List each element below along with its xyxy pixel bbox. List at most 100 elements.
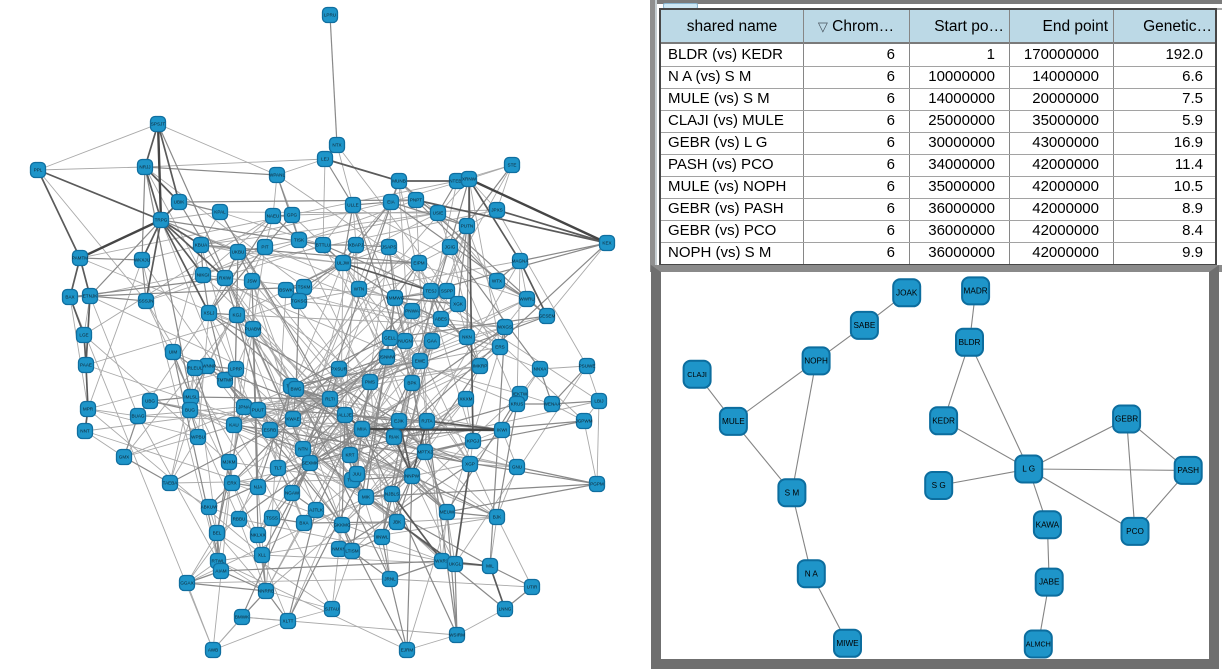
svg-text:ALMCH: ALMCH: [1026, 640, 1051, 649]
svg-text:GMX: GMX: [119, 455, 129, 460]
svg-text:LPRP: LPRP: [230, 367, 242, 372]
svg-text:KAU: KAU: [229, 423, 238, 428]
svg-text:L G: L G: [1022, 465, 1035, 474]
svg-text:USIE: USIE: [433, 211, 444, 216]
svg-text:NTN: NTN: [298, 447, 307, 452]
svg-text:WWNNP: WWNNP: [198, 364, 216, 369]
svg-text:GEBR: GEBR: [1115, 415, 1138, 424]
svg-text:GESEM: GESEM: [539, 314, 556, 319]
svg-text:TGKSG: TGKSG: [291, 299, 308, 304]
svg-text:MIL: MIL: [486, 564, 494, 569]
svg-text:BWG: BWG: [291, 387, 302, 392]
svg-text:ERX: ERX: [227, 481, 236, 486]
svg-text:BXA: BXA: [299, 521, 309, 526]
svg-text:TLT: TLT: [274, 466, 282, 471]
svg-text:NJBLS: NJBLS: [385, 492, 399, 497]
svg-text:KRT: KRT: [345, 453, 354, 458]
svg-text:XRNW: XRNW: [462, 177, 477, 182]
svg-text:NGAW: NGAW: [285, 491, 300, 496]
svg-text:CLAJI: CLAJI: [687, 370, 707, 379]
svg-text:WXRX: WXRX: [435, 559, 449, 564]
svg-text:NNT: NNT: [80, 429, 90, 434]
svg-text:WTX: WTX: [492, 279, 502, 284]
svg-text:LEJ: LEJ: [321, 157, 329, 162]
svg-text:RTWL: RTWL: [212, 559, 225, 564]
svg-text:XBAPJ: XBAPJ: [349, 243, 364, 248]
svg-text:ESRB: ESRB: [264, 428, 277, 433]
svg-text:GELL: GELL: [384, 336, 396, 341]
svg-text:AWB: AWB: [208, 648, 218, 653]
svg-text:BPK: BPK: [407, 381, 417, 386]
svg-text:GPG: GPG: [287, 213, 298, 218]
svg-text:PNPT: PNPT: [410, 198, 422, 203]
svg-text:IEKTW: IEKTW: [513, 392, 528, 397]
svg-text:LPRU: LPRU: [324, 13, 336, 18]
svg-text:JUU: JUU: [353, 472, 362, 477]
svg-text:PCO: PCO: [1126, 527, 1144, 536]
svg-text:PMS: PMS: [365, 380, 375, 385]
svg-text:MPR: MPR: [83, 407, 94, 412]
svg-text:BMWK: BMWK: [235, 615, 250, 620]
svg-text:BEL: BEL: [213, 531, 222, 536]
svg-text:ETNJK: ETNJK: [83, 294, 98, 299]
svg-text:NJA: NJA: [254, 485, 264, 490]
svg-text:SPSJT: SPSJT: [151, 122, 165, 127]
svg-text:JGPWM: JGPWM: [575, 419, 592, 424]
svg-text:UTIR: UTIR: [527, 585, 538, 590]
svg-text:JPNA: JPNA: [238, 405, 251, 410]
svg-text:PASH: PASH: [1177, 466, 1199, 475]
svg-text:BLDR: BLDR: [959, 338, 981, 347]
svg-text:SEXMK: SEXMK: [302, 461, 319, 466]
svg-text:MUNB: MUNB: [392, 179, 406, 184]
svg-text:XKXM: XKXM: [459, 397, 472, 402]
svg-text:JOAK: JOAK: [896, 288, 918, 297]
svg-text:PUTN: PUTN: [461, 224, 474, 229]
svg-text:TSKM: TSKM: [298, 285, 311, 290]
svg-text:N A: N A: [805, 569, 819, 578]
svg-text:NTEBR: NTEBR: [449, 179, 465, 184]
svg-text:ALLJE: ALLJE: [338, 413, 352, 418]
svg-text:EJRM: EJRM: [401, 648, 414, 653]
svg-text:BUG: BUG: [185, 408, 195, 413]
svg-text:JGIG: JGIG: [445, 245, 456, 250]
svg-text:NMXN: NMXN: [332, 547, 346, 552]
svg-text:TRPG: TRPG: [155, 218, 168, 223]
svg-text:NTX: NTX: [332, 143, 341, 148]
svg-text:XGP: XGP: [465, 462, 475, 467]
svg-text:SSSJN: SSSJN: [139, 299, 154, 304]
svg-text:SSPP: SSPP: [441, 289, 453, 294]
svg-text:SJTAU: SJTAU: [325, 607, 339, 612]
svg-text:NNXA: NNXA: [534, 367, 548, 372]
svg-text:MIK: MIK: [362, 495, 371, 500]
svg-text:NNPW: NNPW: [405, 474, 420, 479]
svg-text:KWAE: KWAE: [286, 417, 299, 422]
svg-text:WKXJU: WKXJU: [134, 258, 150, 263]
svg-text:KBUA: KBUA: [195, 243, 208, 248]
svg-text:MEUW: MEUW: [440, 510, 455, 515]
svg-text:UKGL: UKGL: [449, 562, 462, 567]
svg-text:TISK: TISK: [294, 238, 305, 243]
svg-text:JBK: JBK: [393, 520, 402, 525]
svg-text:S G: S G: [932, 481, 946, 490]
svg-text:MJKM: MJKM: [222, 460, 235, 465]
svg-text:GGAX: GGAX: [180, 581, 193, 586]
svg-text:RXIW: RXIW: [219, 276, 232, 281]
svg-text:PIT: PIT: [261, 245, 268, 250]
svg-text:XLL: XLL: [258, 553, 267, 558]
svg-text:EIA: EIA: [387, 200, 395, 205]
svg-text:NUGN: NUGN: [398, 339, 412, 344]
svg-text:RLTI: RLTI: [325, 397, 335, 402]
svg-text:UKBU: UKBU: [232, 250, 245, 255]
svg-text:TSSS: TSSS: [266, 516, 278, 521]
svg-text:MULE: MULE: [722, 417, 745, 426]
svg-text:LGE: LGE: [79, 333, 88, 338]
svg-text:PUUT: PUUT: [252, 408, 265, 413]
svg-text:PSUWE: PSUWE: [579, 364, 596, 369]
svg-text:ULJW: ULJW: [337, 261, 350, 266]
svg-text:ABES: ABES: [435, 317, 447, 322]
svg-text:BUAG: BUAG: [131, 414, 144, 419]
svg-text:BAX: BAX: [65, 295, 74, 300]
svg-text:BTTLU: BTTLU: [316, 243, 331, 248]
svg-text:AJTLK: AJTLK: [309, 508, 324, 513]
svg-text:WWRU: WWRU: [519, 297, 534, 302]
